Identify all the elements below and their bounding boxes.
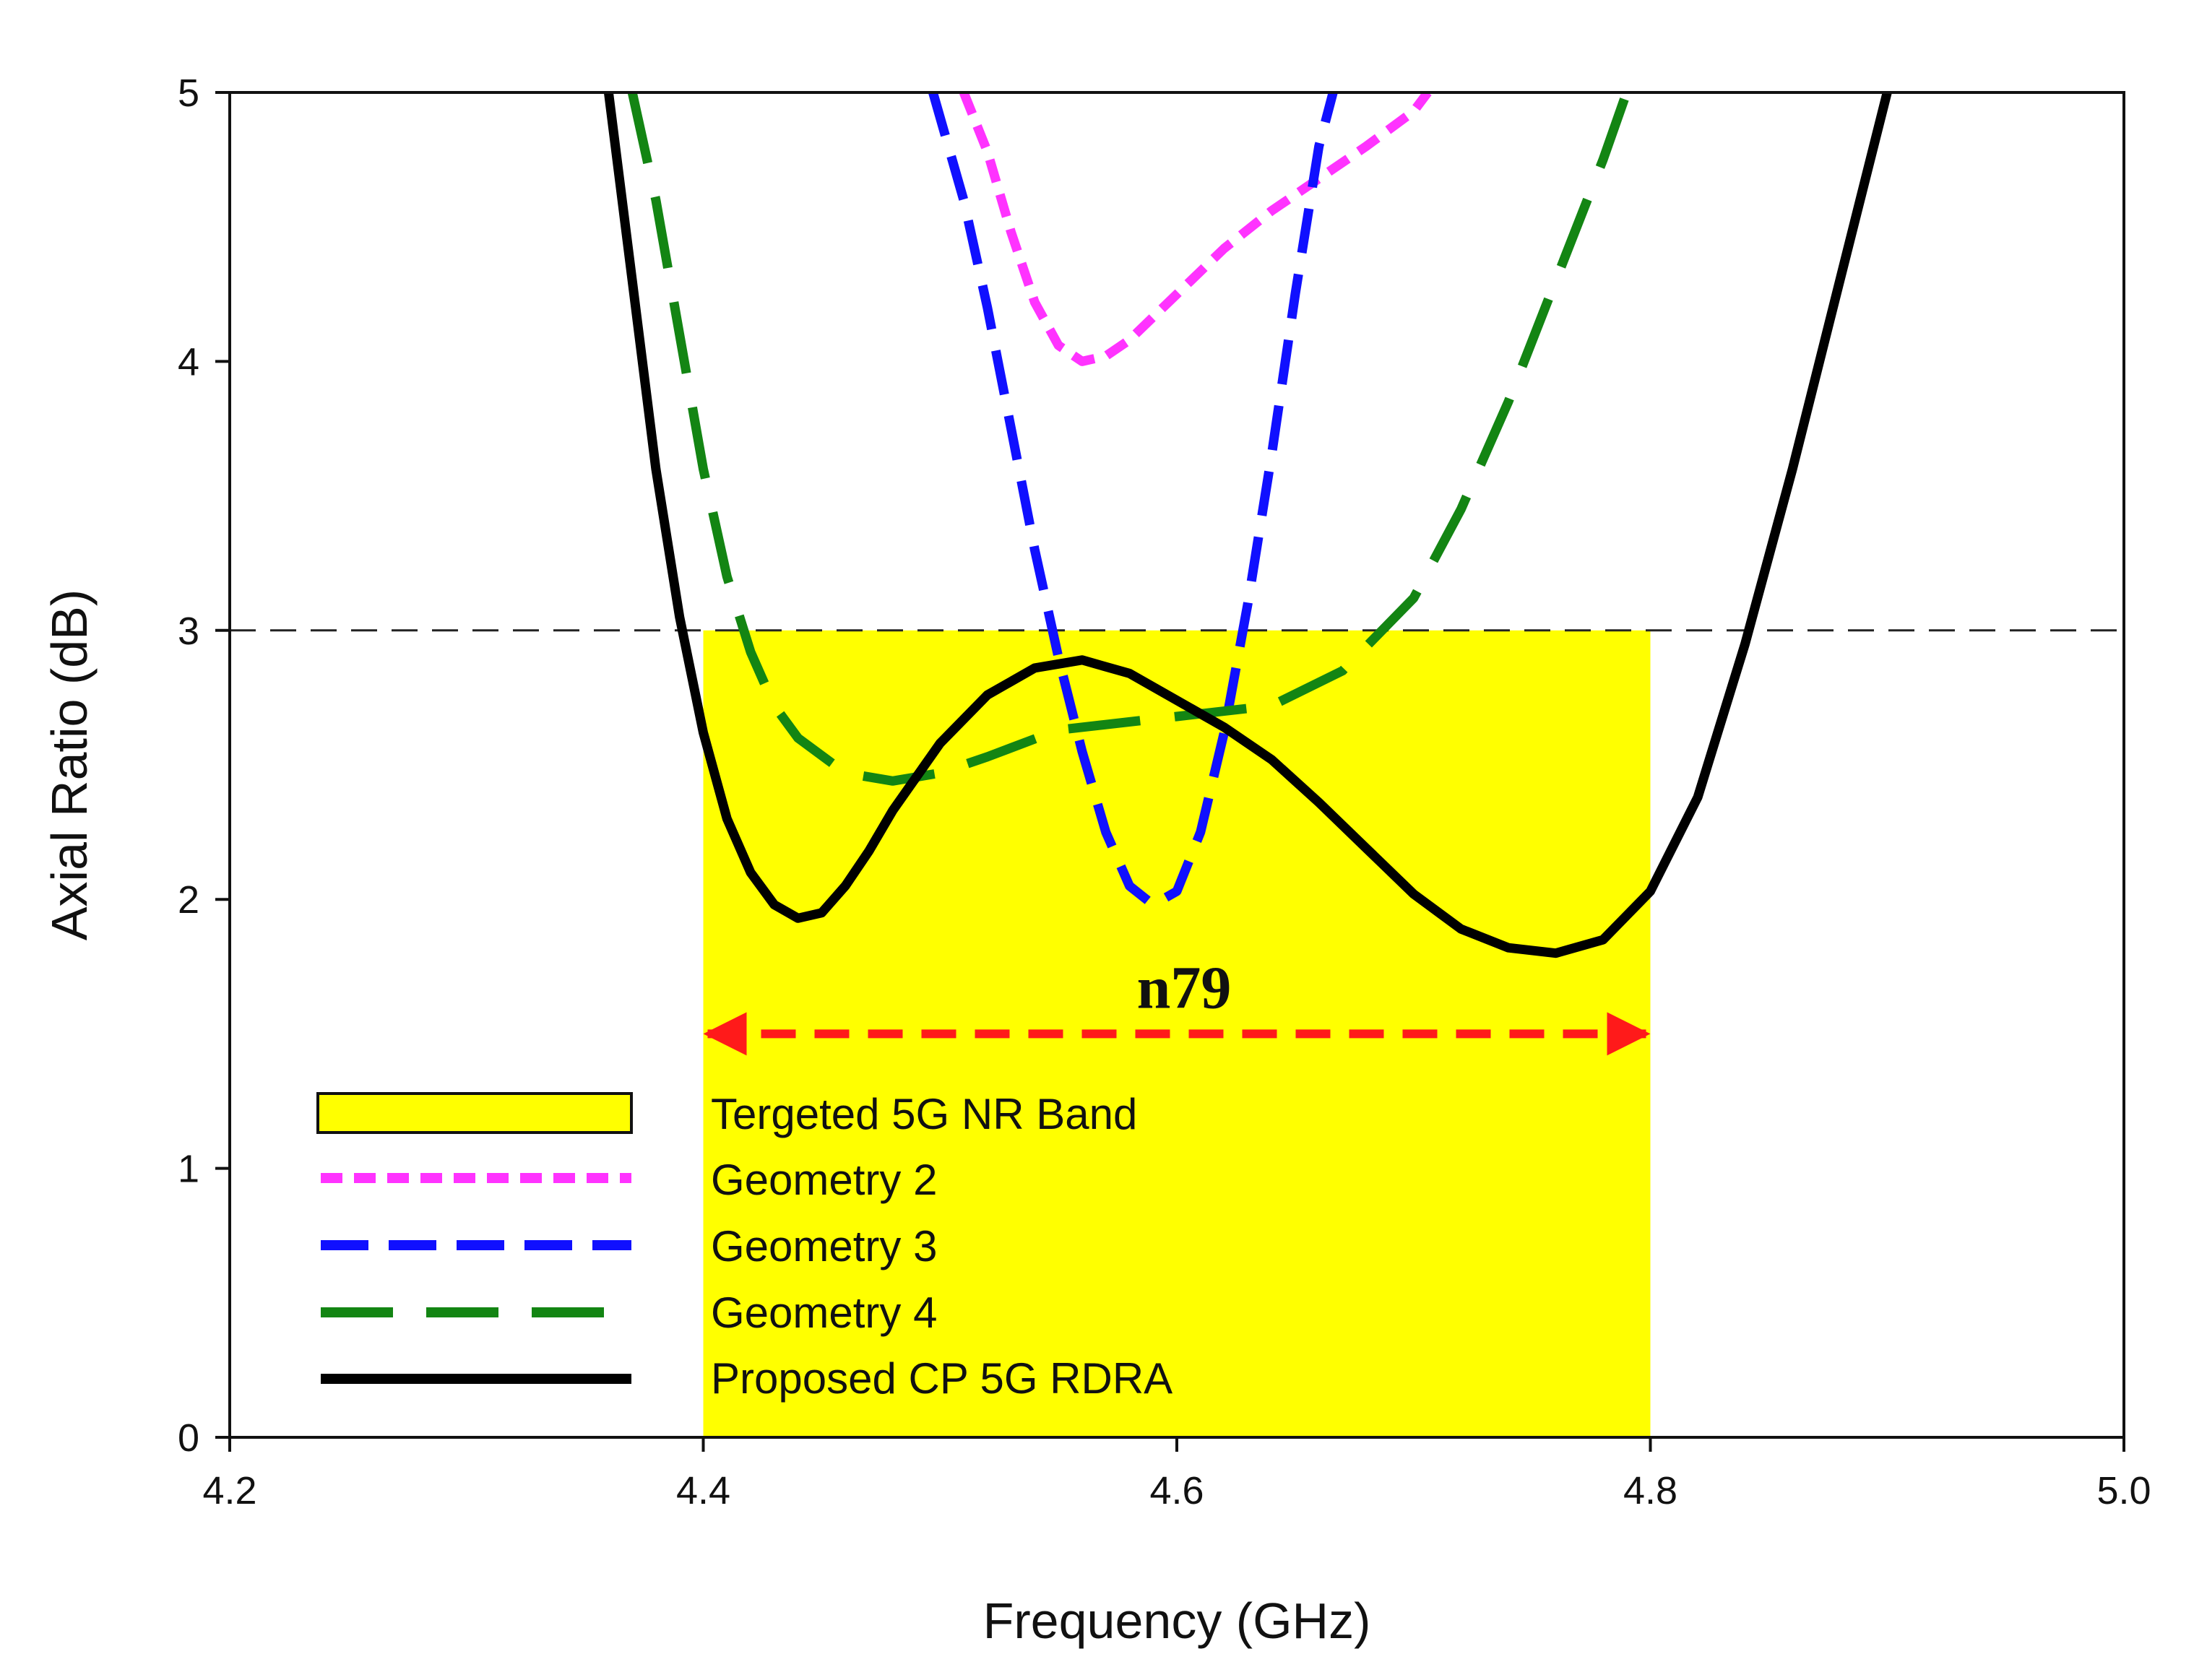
legend-label-geometry-3: Geometry 3 — [711, 1222, 937, 1270]
y-tick-label: 3 — [178, 610, 199, 653]
legend-label-geometry-4: Geometry 4 — [711, 1289, 937, 1337]
y-tick-label: 0 — [178, 1416, 199, 1460]
y-tick-label: 4 — [178, 340, 199, 384]
y-tick-label: 1 — [178, 1148, 199, 1191]
series-line-proposed-cp-5g-rdra — [603, 92, 1892, 958]
x-tick-label: 4.8 — [1623, 1469, 1677, 1512]
legend-label-band: Tergeted 5G NR Band — [711, 1090, 1137, 1138]
x-tick-label: 4.4 — [676, 1469, 730, 1512]
legend-label-geometry-2: Geometry 2 — [711, 1156, 937, 1204]
series-layer — [603, 92, 1892, 958]
legend-label-proposed: Proposed CP 5G RDRA — [711, 1354, 1172, 1403]
legend: Tergeted 5G NR Band Geometry 2 Geometry … — [316, 1090, 1172, 1403]
legend-swatch-band — [316, 1092, 633, 1134]
x-axis-title: Frequency (GHz) — [983, 1593, 1371, 1649]
series-line-geometry-2 — [959, 92, 1432, 366]
y-axis-ticks: 0 1 2 3 4 5 — [178, 72, 230, 1460]
x-axis-ticks: 4.2 4.4 4.6 4.8 5.0 — [202, 1437, 2151, 1512]
x-tick-label: 4.2 — [202, 1469, 256, 1512]
x-tick-label: 4.6 — [1149, 1469, 1204, 1512]
x-tick-label: 5.0 — [2096, 1469, 2151, 1512]
y-axis-title: Axial Ratio (dB) — [41, 589, 98, 940]
y-tick-label: 5 — [178, 72, 199, 115]
series-line-geometry-3 — [928, 92, 1338, 910]
y-tick-label: 2 — [178, 878, 199, 922]
n79-label: n79 — [1137, 954, 1232, 1021]
series-line-geometry-4 — [627, 92, 1631, 786]
